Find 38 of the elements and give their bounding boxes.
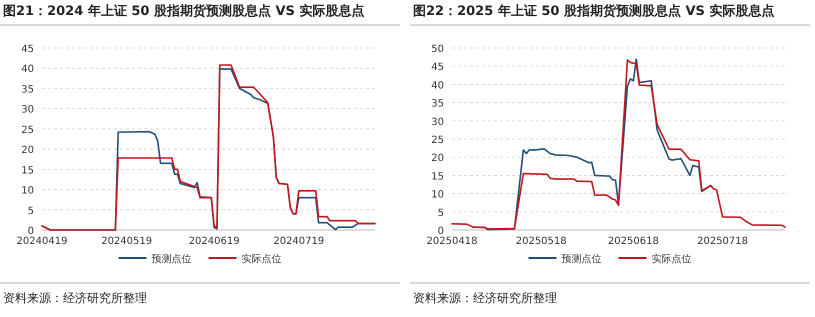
x-tick-label: 20240619 [188,236,240,247]
x-tick-label: 20250718 [697,236,748,247]
y-tick-label: 20 [21,145,34,156]
legend-label: 实际点位 [652,253,692,265]
y-tick-label: 35 [431,98,444,110]
y-tick-label: 30 [21,104,34,116]
x-tick-label: 20240419 [16,236,68,247]
y-tick-label: 25 [431,135,444,146]
y-tick-label: 10 [21,186,34,197]
y-tick-label: 0 [28,226,34,237]
y-tick-label: 25 [21,124,34,136]
y-tick-label: 45 [431,62,444,74]
chart-title: 图21：2024 年上证 50 股指期货预测股息点 VS 实际股息点 [3,3,364,19]
y-tick-label: 5 [438,208,444,219]
x-tick-label: 20250518 [516,236,567,247]
y-tick-label: 5 [28,206,34,217]
y-tick-label: 50 [431,44,444,55]
text: 资料来源：经济研究所整理 [413,291,557,305]
line-series [451,59,786,230]
y-tick-label: 30 [431,116,444,128]
y-tick-label: 40 [431,80,444,92]
legend-label: 预测点位 [562,253,602,265]
y-tick-label: 40 [21,64,34,76]
text: 资料来源：经济研究所整理 [3,291,147,305]
x-tick-label: 20240519 [101,236,152,247]
legend-label: 预测点位 [152,253,192,265]
legend-label: 实际点位 [242,253,282,265]
y-tick-label: 15 [431,171,444,182]
x-tick-label: 20240719 [273,236,324,247]
y-tick-label: 20 [431,153,444,164]
y-tick-label: 15 [21,165,34,176]
x-tick-label: 20250418 [426,236,478,247]
y-tick-label: 45 [21,44,34,55]
y-tick-label: 10 [431,190,444,201]
chart-title: 图22：2025 年上证 50 股指期货预测股息点 VS 实际股息点 [413,3,774,19]
y-tick-label: 0 [438,226,444,237]
x-tick-label: 20250618 [608,236,659,247]
y-tick-label: 35 [21,84,34,96]
